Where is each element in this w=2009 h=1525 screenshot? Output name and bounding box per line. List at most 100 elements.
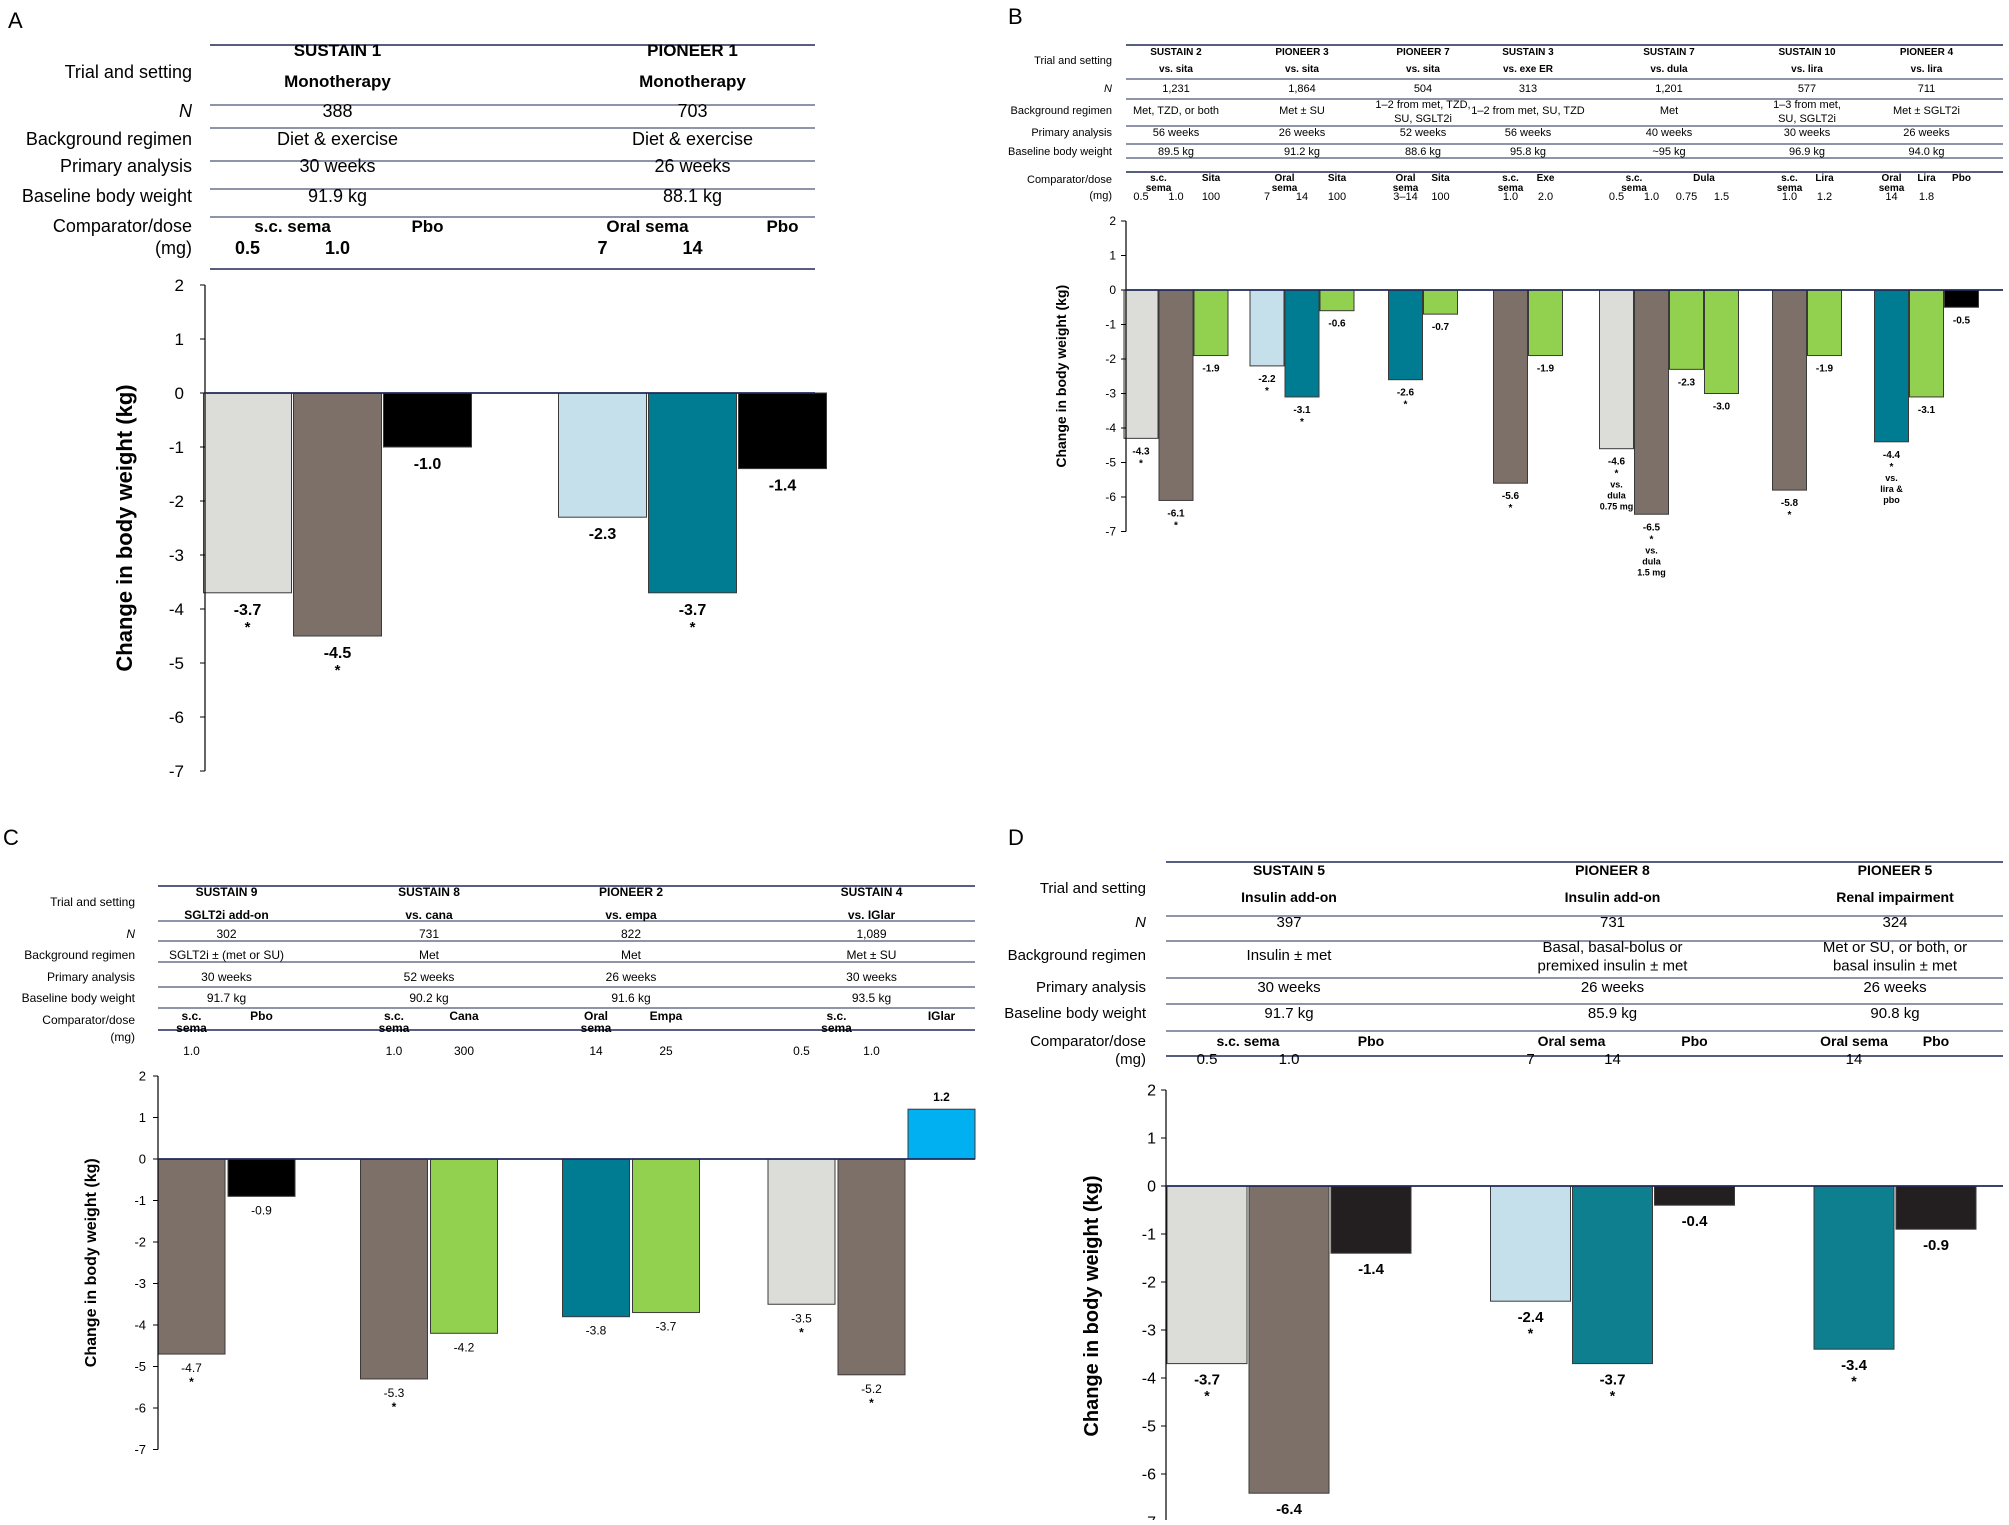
data-label: -3.1 <box>1293 405 1311 416</box>
comparator-label: s.c. <box>1626 173 1643 184</box>
data-label: -2.4 <box>1518 1309 1545 1326</box>
data-label: -2.3 <box>1678 377 1696 388</box>
row-label: (mg) <box>110 1030 135 1044</box>
trial-primary-analysis: 26 weeks <box>654 156 730 176</box>
data-label: -5.3 <box>384 1386 405 1400</box>
y-tick-label: -4 <box>1142 1371 1156 1388</box>
dose-label: 14 <box>589 1044 603 1058</box>
bar <box>1166 1185 1248 1365</box>
data-label: 1.2 <box>933 1090 950 1104</box>
trial-setting: Monotherapy <box>284 72 391 91</box>
y-axis-label: Change in body weight (kg) <box>112 384 137 671</box>
trial-name: SUSTAIN 2 <box>1150 47 1202 58</box>
row-label: N <box>1135 914 1146 931</box>
bar <box>1669 289 1704 370</box>
significance-star: * <box>1528 1325 1534 1341</box>
trial-name: PIONEER 7 <box>1396 47 1450 58</box>
bar <box>837 1158 906 1376</box>
y-tick-label: -5 <box>134 1359 146 1374</box>
bar <box>1813 1185 1895 1350</box>
data-label: -0.5 <box>1953 315 1971 326</box>
significance-star: * <box>869 1396 874 1410</box>
row-label: Baseline body weight <box>1008 146 1112 158</box>
trial-background: Met <box>419 948 440 962</box>
dose-label: 14 <box>1604 1051 1621 1068</box>
trial-name: SUSTAIN 7 <box>1643 47 1695 58</box>
trial-primary-analysis: 30 weeks <box>1257 979 1320 996</box>
data-label: -5.8 <box>1781 498 1799 509</box>
y-tick-label: -4 <box>1105 421 1116 435</box>
significance-star: * <box>1615 469 1619 480</box>
trial-primary-analysis: 56 weeks <box>1153 127 1200 139</box>
dose-label: 0.5 <box>793 1044 810 1058</box>
y-tick-label: -6 <box>1142 1467 1156 1484</box>
trial-background: 1–2 from met, TZD, <box>1375 99 1470 111</box>
comparison-note: lira & <box>1880 484 1903 494</box>
y-tick-label: -1 <box>169 438 184 457</box>
bar <box>1572 1185 1653 1365</box>
trial-primary-analysis: 30 weeks <box>299 156 375 176</box>
bar <box>1909 289 1944 398</box>
data-label: -5.6 <box>1502 491 1520 502</box>
comparator-label: s.c. <box>1150 173 1167 184</box>
dose-label: 100 <box>1328 191 1346 203</box>
bar <box>1895 1185 1977 1230</box>
comparator-label: s.c. sema <box>1216 1033 1279 1049</box>
comparator-label: Dula <box>1693 173 1715 184</box>
comparison-note: dula <box>1607 491 1626 501</box>
data-label: -4.7 <box>181 1361 202 1375</box>
row-label: Trial and setting <box>65 62 192 82</box>
row-label: Comparator/dose <box>1027 174 1112 186</box>
comparator-label: sema <box>1777 183 1803 194</box>
comparator-label: Pbo <box>1358 1033 1384 1049</box>
trial-setting: vs. lira <box>1791 64 1823 75</box>
trial-n: 397 <box>1276 914 1301 931</box>
bar <box>1599 289 1634 450</box>
significance-star: * <box>1300 417 1304 428</box>
trial-name: SUSTAIN 1 <box>294 41 382 60</box>
row-label: Primary analysis <box>47 970 135 984</box>
dose-label: 25 <box>659 1044 673 1058</box>
trial-baseline-weight: 90.8 kg <box>1870 1005 1919 1022</box>
significance-star: * <box>1265 386 1269 397</box>
significance-star: * <box>335 662 341 679</box>
bar <box>1654 1185 1735 1206</box>
data-label: -0.9 <box>1923 1237 1949 1254</box>
data-label: -1.0 <box>414 456 442 473</box>
bar <box>203 392 292 594</box>
trial-setting: Insulin add-on <box>1565 889 1661 905</box>
y-tick-label: -3 <box>1105 387 1116 401</box>
row-label: (mg) <box>1089 190 1112 202</box>
comparator-label: Lira <box>1917 173 1936 184</box>
row-label: Primary analysis <box>60 156 192 176</box>
trial-primary-analysis: 56 weeks <box>1505 127 1552 139</box>
comparator-label: sema <box>176 1021 207 1035</box>
bar <box>1772 289 1807 491</box>
trial-primary-analysis: 52 weeks <box>1400 127 1447 139</box>
trial-name: SUSTAIN 9 <box>196 885 258 899</box>
y-tick-label: -7 <box>134 1442 146 1457</box>
y-tick-label: -5 <box>1142 1419 1156 1436</box>
y-tick-label: 1 <box>1109 249 1116 263</box>
row-label: Background regimen <box>24 948 135 962</box>
trial-background: Met <box>621 948 642 962</box>
comparator-label: Oral sema <box>1538 1033 1606 1049</box>
panel-label: D <box>1008 825 1024 850</box>
trial-baseline-weight: 95.8 kg <box>1510 146 1546 158</box>
comparator-label: Pbo <box>250 1009 273 1023</box>
dose-label: 1.0 <box>386 1044 403 1058</box>
row-label: N <box>126 927 135 941</box>
data-label: -0.7 <box>1432 322 1450 333</box>
comparator-label: s.c. <box>1781 173 1798 184</box>
comparator-label: Pbo <box>411 217 443 236</box>
comparator-label: sema <box>1879 183 1905 194</box>
comparator-label: sema <box>1393 183 1419 194</box>
trial-setting: vs. empa <box>605 908 657 922</box>
trial-setting: vs. sita <box>1159 64 1193 75</box>
dose-label: 0.5 <box>1133 191 1148 203</box>
data-label: -4.5 <box>324 645 352 662</box>
comparator-label: Oral <box>584 1009 608 1023</box>
trial-primary-analysis: 52 weeks <box>404 970 455 984</box>
significance-star: * <box>1890 462 1894 473</box>
y-tick-label: -4 <box>169 600 184 619</box>
